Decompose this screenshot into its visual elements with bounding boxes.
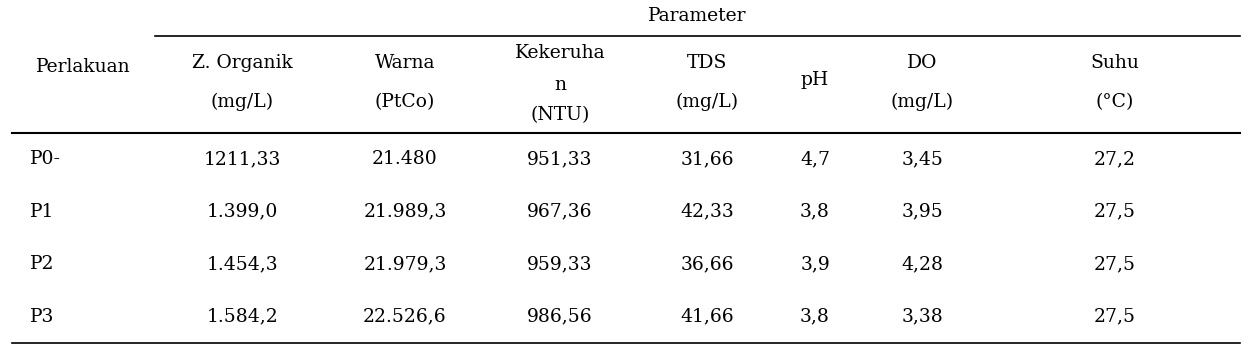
- Text: 27,5: 27,5: [1093, 255, 1136, 273]
- Text: 4,28: 4,28: [902, 255, 943, 273]
- Text: 21.989,3: 21.989,3: [364, 203, 446, 221]
- Text: 1.584,2: 1.584,2: [207, 308, 278, 326]
- Text: (°C): (°C): [1096, 93, 1134, 111]
- Text: 951,33: 951,33: [527, 150, 593, 168]
- Text: 31,66: 31,66: [681, 150, 735, 168]
- Text: P1: P1: [30, 203, 54, 221]
- Text: Parameter: Parameter: [648, 7, 746, 25]
- Text: 3,8: 3,8: [800, 203, 830, 221]
- Text: P3: P3: [30, 308, 54, 326]
- Text: 1.399,0: 1.399,0: [207, 203, 278, 221]
- Text: (mg/L): (mg/L): [890, 93, 954, 111]
- Text: DO: DO: [908, 54, 938, 72]
- Text: 1211,33: 1211,33: [204, 150, 281, 168]
- Text: Kekeruha: Kekeruha: [514, 45, 606, 62]
- Text: Z. Organik: Z. Organik: [192, 54, 293, 72]
- Text: pH: pH: [801, 71, 829, 89]
- Text: (mg/L): (mg/L): [676, 93, 739, 111]
- Text: 959,33: 959,33: [527, 255, 593, 273]
- Text: 21.979,3: 21.979,3: [364, 255, 446, 273]
- Text: (NTU): (NTU): [530, 107, 589, 125]
- Text: (PtCo): (PtCo): [375, 93, 435, 111]
- Text: 3,38: 3,38: [902, 308, 943, 326]
- Text: 986,56: 986,56: [527, 308, 593, 326]
- Text: 42,33: 42,33: [681, 203, 735, 221]
- Text: P0-: P0-: [30, 150, 61, 168]
- Text: n: n: [554, 75, 566, 93]
- Text: 27,5: 27,5: [1093, 308, 1136, 326]
- Text: 4,7: 4,7: [800, 150, 830, 168]
- Text: 27,5: 27,5: [1093, 203, 1136, 221]
- Text: 3,8: 3,8: [800, 308, 830, 326]
- Text: P2: P2: [30, 255, 54, 273]
- Text: Suhu: Suhu: [1091, 54, 1140, 72]
- Text: 3,95: 3,95: [902, 203, 943, 221]
- Text: 1.454,3: 1.454,3: [207, 255, 278, 273]
- Text: 3,9: 3,9: [800, 255, 830, 273]
- Text: (mg/L): (mg/L): [211, 93, 275, 111]
- Text: Warna: Warna: [375, 54, 435, 72]
- Text: 967,36: 967,36: [527, 203, 593, 221]
- Text: 41,66: 41,66: [681, 308, 735, 326]
- Text: 27,2: 27,2: [1093, 150, 1136, 168]
- Text: 21.480: 21.480: [372, 150, 438, 168]
- Text: 36,66: 36,66: [681, 255, 735, 273]
- Text: TDS: TDS: [687, 54, 727, 72]
- Text: 3,45: 3,45: [902, 150, 943, 168]
- Text: 22.526,6: 22.526,6: [364, 308, 446, 326]
- Text: Perlakuan: Perlakuan: [36, 58, 130, 75]
